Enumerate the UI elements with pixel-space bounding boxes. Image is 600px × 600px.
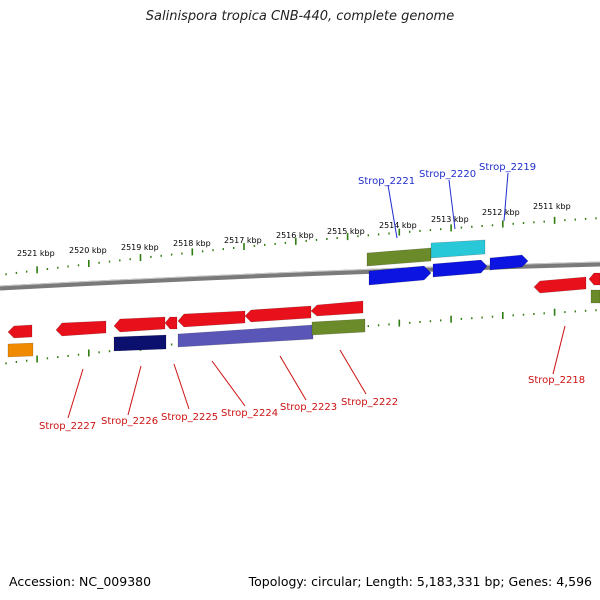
gene-strop-2220[interactable]: [430, 239, 486, 259]
scale-label: 2518 kbp: [173, 239, 211, 248]
gene-strop-2222-olive[interactable]: [311, 318, 366, 336]
leader-line: [173, 363, 190, 410]
gene-label: Strop_2224: [221, 408, 278, 419]
scale-label: 2520 kbp: [69, 246, 107, 255]
gene-label: Strop_2220: [419, 169, 476, 180]
gene-label: Strop_2219: [479, 162, 536, 173]
gene-label: Strop_2225: [161, 412, 218, 423]
gene-label: Strop_2221: [358, 176, 415, 187]
leader-line: [211, 360, 246, 407]
scale-label: 2516 kbp: [276, 231, 314, 240]
gene-strop-2220-blue[interactable]: [432, 259, 488, 278]
gene-strop-2224-slate[interactable]: [177, 324, 314, 348]
scale-labels: 2521 kbp 2520 kbp 2519 kbp 2518 kbp 2517…: [17, 202, 571, 258]
gene-strop-2222[interactable]: [310, 300, 364, 317]
scale-label: 2513 kbp: [431, 215, 469, 224]
gene-strop-2218[interactable]: [533, 276, 587, 294]
genes-lower: [7, 272, 600, 358]
gene-strop-2226[interactable]: [113, 316, 166, 333]
gene-strop-2224[interactable]: [177, 310, 246, 328]
gene-label: Strop_2226: [101, 416, 158, 427]
gene-strop-2227[interactable]: [55, 320, 107, 337]
leader-line: [552, 325, 566, 375]
gene-right-edge-olive[interactable]: [590, 289, 600, 304]
genes-upper: [366, 239, 529, 286]
accession-text: Accession: NC_009380: [9, 574, 152, 589]
scale-label: 2512 kbp: [482, 208, 520, 217]
gene-strop-2221-blue[interactable]: [368, 265, 432, 286]
scale-label: 2511 kbp: [533, 202, 571, 211]
gene-left-edge[interactable]: [7, 324, 33, 339]
gene-strop-2219[interactable]: [489, 254, 529, 271]
scale-label: 2519 kbp: [121, 243, 159, 252]
gene-label: Strop_2218: [528, 375, 585, 386]
scale-label: 2521 kbp: [17, 249, 55, 258]
genome-summary-text: Topology: circular; Length: 5,183,331 bp…: [248, 574, 592, 589]
leader-line: [127, 365, 142, 416]
gene-label: Strop_2222: [341, 397, 398, 408]
gene-strop-2226-navy[interactable]: [113, 334, 167, 352]
outer-scale-ticks: [5, 216, 597, 276]
leader-line: [387, 184, 398, 239]
leader-lines: [67, 172, 566, 419]
gene-label: Strop_2227: [39, 421, 96, 432]
gene-labels-bottom: Strop_2227 Strop_2226 Strop_2225 Strop_2…: [39, 375, 585, 432]
gene-label: Strop_2223: [280, 402, 337, 413]
leader-line: [503, 172, 509, 222]
gene-labels-top: Strop_2221 Strop_2220 Strop_2219: [358, 162, 536, 187]
leader-line: [339, 349, 367, 395]
leader-line: [67, 368, 84, 419]
gene-right-edge-red[interactable]: [588, 272, 600, 286]
gene-strop-2225[interactable]: [164, 316, 178, 330]
scale-label: 2514 kbp: [379, 221, 417, 230]
gene-orange[interactable]: [7, 342, 34, 358]
scale-label: 2517 kbp: [224, 236, 262, 245]
leader-line: [448, 179, 456, 230]
map-title: Salinispora tropica CNB-440, complete ge…: [145, 9, 455, 24]
gene-strop-2223[interactable]: [244, 305, 312, 323]
gene-strop-2221[interactable]: [366, 247, 432, 267]
scale-label: 2515 kbp: [327, 227, 365, 236]
leader-line: [279, 355, 307, 401]
